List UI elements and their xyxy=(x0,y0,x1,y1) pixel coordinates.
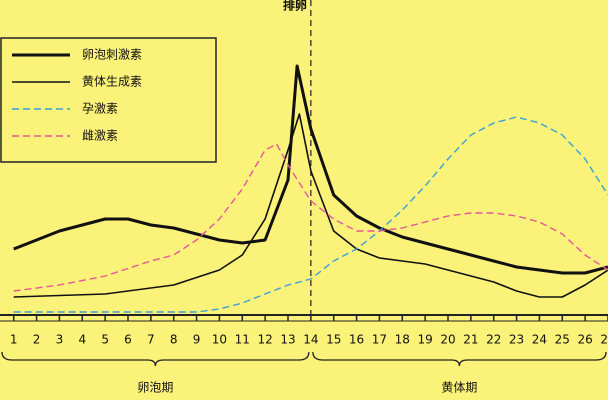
x-tick-label: 25 xyxy=(555,333,570,347)
x-tick-label: 4 xyxy=(78,333,86,347)
x-tick-label: 15 xyxy=(326,333,341,347)
x-tick-label: 22 xyxy=(486,333,501,347)
x-tick-label: 2 xyxy=(33,333,41,347)
x-tick-label: 14 xyxy=(303,333,318,347)
x-tick-label: 10 xyxy=(212,333,227,347)
series-line xyxy=(13,113,608,298)
phase-label: 黄体期 xyxy=(441,381,477,395)
x-tick-label: 12 xyxy=(258,333,273,347)
phase-bracket xyxy=(1,351,310,367)
legend-label: 卵泡刺激素 xyxy=(82,48,142,62)
x-tick-label: 27 xyxy=(600,333,608,347)
x-tick-label: 5 xyxy=(101,333,109,347)
x-tick-label: 19 xyxy=(418,333,433,347)
x-tick-label: 13 xyxy=(280,333,295,347)
x-tick-label: 23 xyxy=(509,333,524,347)
legend-label: 雌激素 xyxy=(82,128,118,143)
x-tick-label: 1 xyxy=(10,333,18,347)
x-tick-label: 8 xyxy=(170,333,178,347)
x-tick-label: 26 xyxy=(578,333,593,347)
phase-bracket xyxy=(312,351,607,367)
legend-label: 孕激素 xyxy=(82,102,118,116)
x-tick-label: 17 xyxy=(372,333,387,347)
x-tick-label: 16 xyxy=(349,333,364,347)
x-tick-label: 3 xyxy=(56,333,64,347)
x-tick-label: 24 xyxy=(532,333,547,347)
x-tick-label: 6 xyxy=(124,333,132,347)
x-tick-label: 9 xyxy=(193,333,201,347)
x-tick-label: 18 xyxy=(395,333,410,347)
x-tick-label: 21 xyxy=(463,333,478,347)
legend-label: 黄体生成素 xyxy=(82,75,142,89)
x-tick-label: 20 xyxy=(440,333,455,347)
x-tick-label: 11 xyxy=(235,333,250,347)
series-line xyxy=(13,64,608,275)
phase-label: 卵泡期 xyxy=(137,381,173,395)
legend-box xyxy=(0,37,217,163)
annotation: 排卵 xyxy=(283,0,307,13)
series-line xyxy=(13,116,608,313)
x-tick-label: 7 xyxy=(147,333,155,347)
